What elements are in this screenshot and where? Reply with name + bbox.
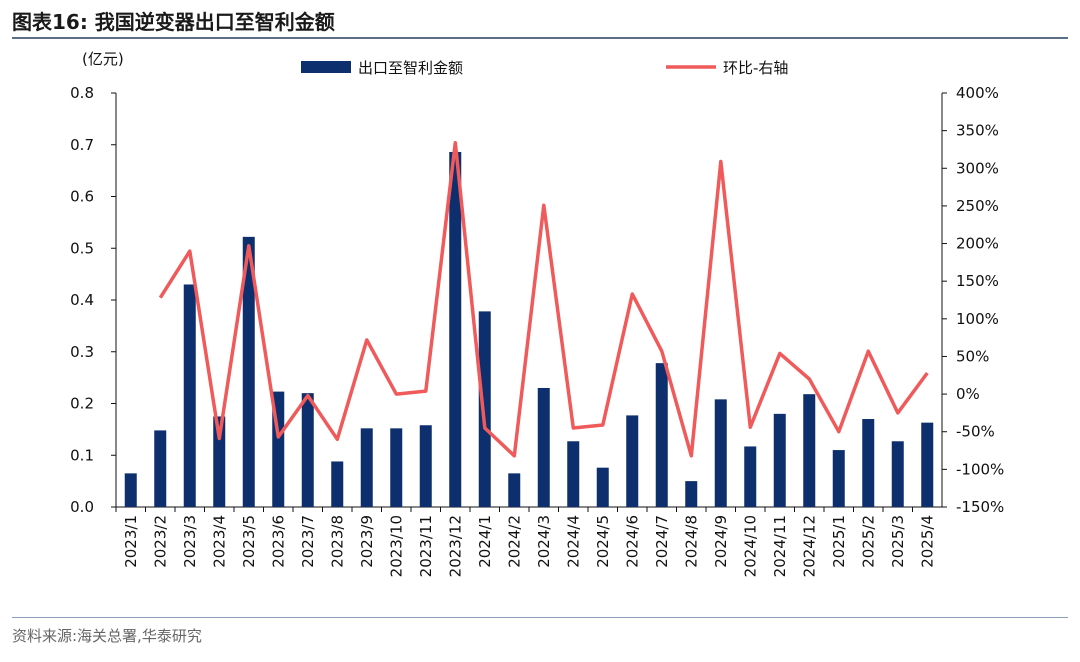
left-tick-label: 0.0: [70, 498, 94, 516]
right-tick-label: 0%: [956, 385, 980, 403]
legend-label-line: 环比-右轴: [723, 59, 788, 77]
x-tick-label: 2023/8: [328, 515, 346, 568]
right-tick-label: 300%: [956, 159, 999, 177]
right-tick-label: 150%: [956, 272, 999, 290]
right-tick-label: 50%: [956, 347, 989, 365]
source-divider: [12, 617, 1068, 618]
title-divider: [12, 37, 1068, 39]
x-tick-label: 2023/10: [387, 515, 405, 577]
bar: [508, 473, 521, 507]
right-tick-label: -150%: [956, 498, 1004, 516]
left-tick-label: 0.7: [70, 136, 94, 154]
right-tick-label: 100%: [956, 310, 999, 328]
left-tick-label: 0.2: [70, 395, 94, 413]
right-tick-label: -50%: [956, 423, 995, 441]
x-tick-label: 2024/3: [535, 515, 553, 568]
x-tick-label: 2023/9: [358, 515, 376, 568]
right-tick-label: 250%: [956, 197, 999, 215]
bar: [242, 236, 255, 508]
x-tick-label: 2024/10: [741, 515, 759, 577]
x-tick-label: 2024/8: [682, 515, 700, 568]
x-tick-label: 2023/3: [181, 515, 199, 568]
right-tick-label: 350%: [956, 122, 999, 140]
bar: [331, 461, 344, 507]
left-tick-label: 0.5: [70, 239, 94, 257]
source-note: 资料来源:海关总署,华泰研究: [12, 627, 202, 645]
bar: [449, 151, 462, 507]
x-tick-label: 2025/3: [889, 515, 907, 568]
bar: [626, 415, 639, 507]
bar: [390, 428, 403, 507]
left-tick-label: 0.4: [70, 291, 94, 309]
bar: [478, 311, 491, 507]
bar: [891, 441, 904, 507]
bar-series: [124, 151, 934, 508]
bar: [537, 387, 550, 507]
x-tick-label: 2024/1: [476, 515, 494, 568]
x-tick-label: 2023/5: [240, 515, 258, 568]
x-tick-label: 2024/5: [594, 515, 612, 568]
chart-axes: 0.0 0.1 0.2 0.3 0.4 0.5 0.6 0.7 0.8 (亿元) -150% -100…: [70, 50, 1004, 516]
x-tick-label: 2024/7: [653, 515, 671, 568]
bar: [862, 419, 875, 507]
x-tick-label: 2024/6: [623, 515, 641, 568]
right-tick-label: 400%: [956, 84, 999, 102]
bar: [803, 394, 816, 507]
figure-title: 图表16: 我国逆变器出口至智利金额: [12, 10, 335, 34]
chart-legend: 出口至智利金额 环比-右轴: [301, 59, 788, 77]
bar: [832, 450, 845, 507]
x-tick-label: 2023/1: [122, 515, 140, 568]
left-tick-label: 0.6: [70, 188, 94, 206]
bar: [744, 446, 757, 507]
bar: [360, 428, 373, 507]
x-tick-label: 2023/6: [269, 515, 287, 568]
bar: [183, 284, 196, 507]
bar: [124, 473, 137, 507]
bar: [773, 413, 786, 507]
left-tick-label: 0.3: [70, 343, 94, 361]
bar: [714, 399, 727, 507]
x-tick-label: 2023/4: [210, 515, 228, 568]
line-series: [158, 140, 929, 458]
x-axis-labels: 2023/1 2023/2 2023/3 2023/4 2023/5 2023/6 2023…: [115, 507, 936, 577]
x-tick-label: 2023/7: [299, 515, 317, 568]
right-tick-label: 200%: [956, 235, 999, 253]
x-tick-label: 2023/2: [151, 515, 169, 568]
bar: [301, 393, 314, 507]
x-tick-label: 2024/9: [712, 515, 730, 568]
x-tick-label: 2023/11: [417, 515, 435, 577]
left-tick-label: 0.8: [70, 84, 94, 102]
bar: [213, 416, 226, 507]
bar: [154, 430, 167, 507]
left-tick-label: 0.1: [70, 446, 94, 464]
left-axis-unit: (亿元): [82, 50, 124, 68]
x-tick-label: 2024/4: [564, 515, 582, 568]
x-tick-label: 2025/2: [859, 515, 877, 568]
bar: [596, 467, 609, 507]
legend-label-bar: 出口至智利金额: [358, 59, 463, 77]
right-tick-label: -100%: [956, 460, 1004, 478]
legend-swatch-bar: [301, 61, 351, 73]
bar: [655, 363, 668, 507]
bar: [921, 422, 934, 507]
x-tick-label: 2024/12: [800, 515, 818, 577]
x-tick-label: 2024/11: [771, 515, 789, 577]
x-tick-label: 2023/12: [446, 515, 464, 577]
x-tick-label: 2024/2: [505, 515, 523, 568]
x-tick-label: 2025/1: [830, 515, 848, 568]
x-tick-label: 2025/4: [918, 515, 936, 568]
bar: [419, 425, 432, 507]
bar: [685, 481, 698, 507]
bar: [567, 441, 580, 507]
